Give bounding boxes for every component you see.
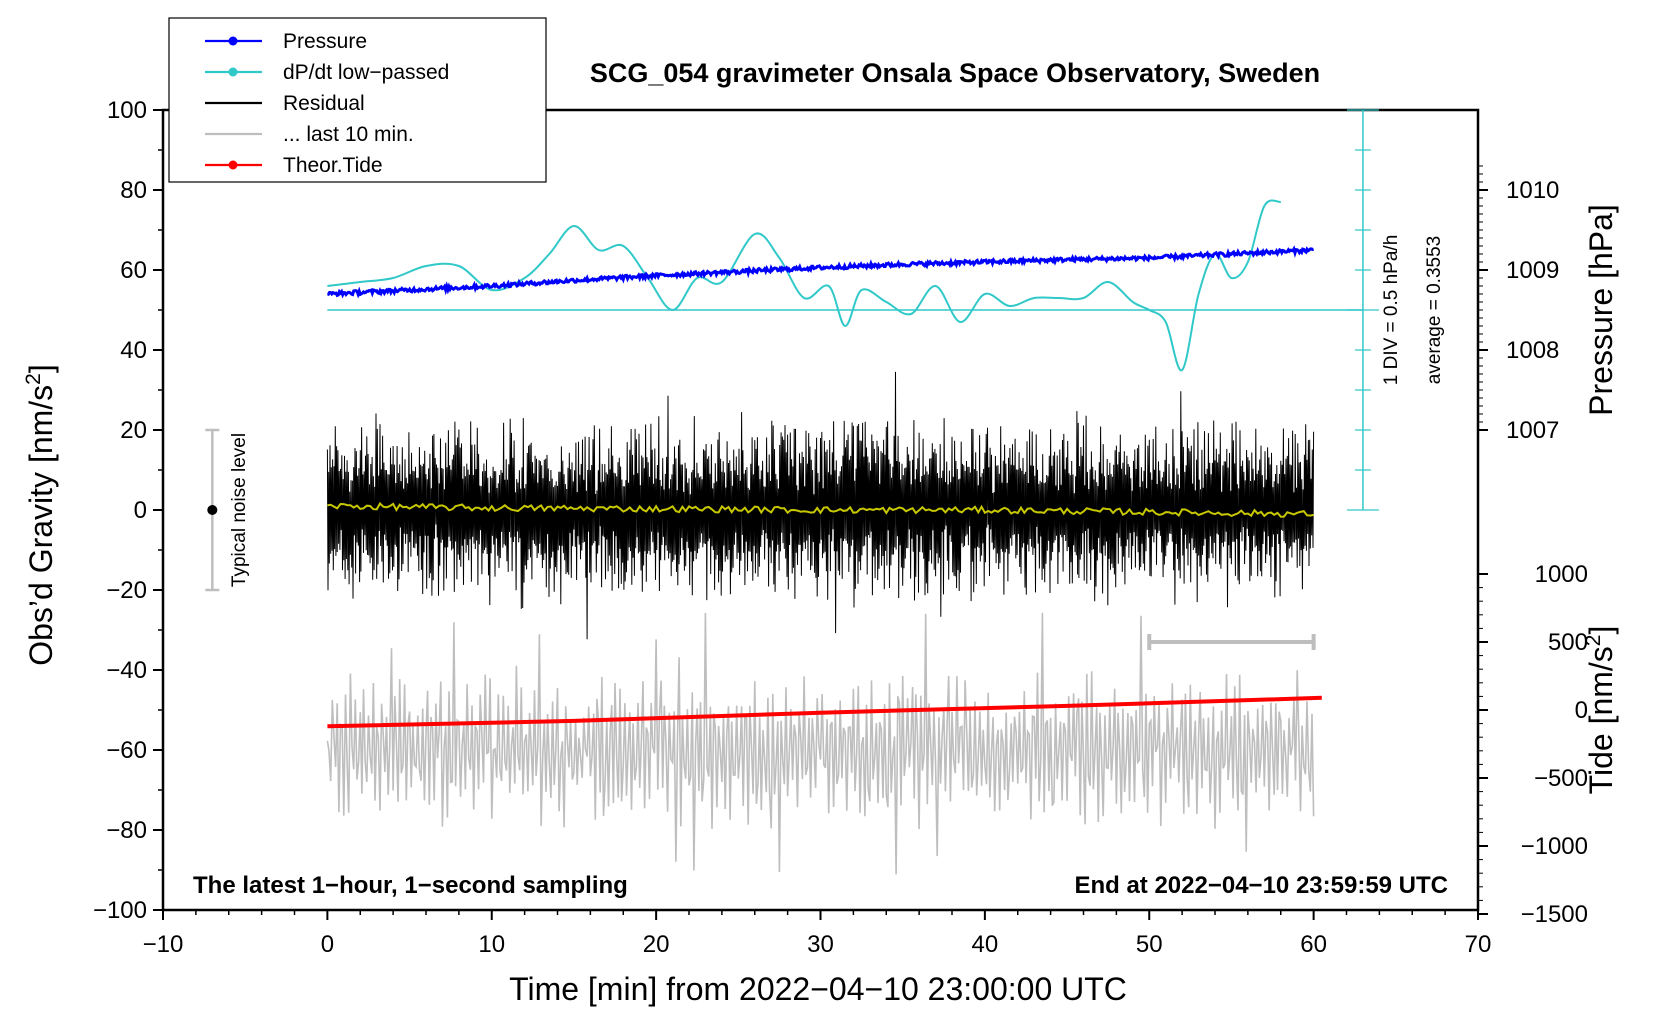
legend-marker xyxy=(228,160,238,170)
residual-smoothed-line xyxy=(327,501,1314,518)
tide-tick-label: 0 xyxy=(1575,697,1588,724)
dpdt-average-label: average = 0.3553 xyxy=(1424,236,1445,384)
pressure-line xyxy=(327,245,1315,299)
last-10-min-line xyxy=(326,612,1315,875)
y-tick-label: 100 xyxy=(107,97,147,124)
x-tick-label: 30 xyxy=(807,931,834,958)
x-tick-label: 40 xyxy=(972,931,999,958)
dpdt-scale-label: 1 DIV = 0.5 hPa/h xyxy=(1381,235,1402,386)
pressure-tick-label: 1010 xyxy=(1506,177,1559,204)
y-tick-label: 20 xyxy=(120,417,147,444)
x-tick-label: −10 xyxy=(143,931,184,958)
legend-items: Pressure dP/dt low−passed Residual ... last… xyxy=(205,30,449,177)
y-axis-title-main: Obs’d Gravity [nm/s xyxy=(23,385,59,666)
legend-label: Residual xyxy=(283,92,365,115)
tide-axis-title-sup: 2 xyxy=(1582,635,1605,647)
y-tick-label: −100 xyxy=(93,897,147,924)
y-tick-label: 60 xyxy=(120,257,147,284)
overlay-layer xyxy=(205,428,1316,650)
noise-level-label: Typical noise level xyxy=(229,433,250,587)
legend: Pressure dP/dt low−passed Residual ... last… xyxy=(168,17,547,183)
dpdt-line xyxy=(327,199,1282,372)
tide-tick-label: −1000 xyxy=(1521,833,1588,860)
theoretical-tide-line xyxy=(327,695,1322,729)
x-axis-title: Time [min] from 2022−04−10 23:00:00 UTC xyxy=(509,971,1127,1007)
tide-axis-title-main: Tide [nm/s xyxy=(1583,646,1619,794)
y-axis-title: Obs’d Gravity [nm/s2] xyxy=(22,364,59,666)
y-tick-label: −40 xyxy=(106,657,147,684)
legend-marker xyxy=(228,36,238,46)
x-tick-label: 0 xyxy=(321,931,334,958)
series-layer xyxy=(326,109,1379,875)
legend-marker xyxy=(228,67,238,77)
pressure-tick-label: 1007 xyxy=(1506,417,1559,444)
sampling-annotation: The latest 1−hour, 1−second sampling xyxy=(193,872,628,899)
legend-label: Theor.Tide xyxy=(283,154,383,177)
chart-title: SCG_054 gravimeter Onsala Space Observat… xyxy=(590,58,1320,88)
x-tick-label: 60 xyxy=(1300,931,1327,958)
x-tick-label: 20 xyxy=(643,931,670,958)
noise-level-center xyxy=(207,505,218,515)
x-tick-label: 70 xyxy=(1465,931,1492,958)
tide-tick-label: 500 xyxy=(1548,629,1588,656)
y-tick-label: 40 xyxy=(120,337,147,364)
legend-label: ... last 10 min. xyxy=(283,123,414,146)
legend-label: Pressure xyxy=(283,30,367,53)
residual-line xyxy=(326,371,1315,640)
y-tick-label: −20 xyxy=(106,577,147,604)
tide-axis-title-close: ] xyxy=(1583,626,1619,635)
legend-label: dP/dt low−passed xyxy=(283,61,449,84)
y-tick-label: −80 xyxy=(106,817,147,844)
x-tick-label: 10 xyxy=(478,931,505,958)
y-axis-title-close: ] xyxy=(23,364,59,373)
y-tick-label: 80 xyxy=(120,177,147,204)
pressure-tick-label: 1009 xyxy=(1506,257,1559,284)
y-axis-title-sup: 2 xyxy=(22,373,45,385)
tide-axis-title: Tide [nm/s2] xyxy=(1582,626,1619,795)
pressure-tick-label: 1008 xyxy=(1506,337,1559,364)
tide-tick-label: −1500 xyxy=(1521,901,1588,928)
pressure-axis-title: Pressure [hPa] xyxy=(1583,204,1619,416)
y-tick-label: −60 xyxy=(106,737,147,764)
end-time-annotation: End at 2022−04−10 23:59:59 UTC xyxy=(1074,872,1448,899)
axis-ticks: −10 0 10 20 30 40 50 60 70100806040200−20−40−60−… xyxy=(93,97,1588,958)
tide-tick-label: −500 xyxy=(1534,765,1588,792)
x-tick-label: 50 xyxy=(1136,931,1163,958)
tide-tick-label: 1000 xyxy=(1535,561,1588,588)
y-tick-label: 0 xyxy=(134,497,147,524)
